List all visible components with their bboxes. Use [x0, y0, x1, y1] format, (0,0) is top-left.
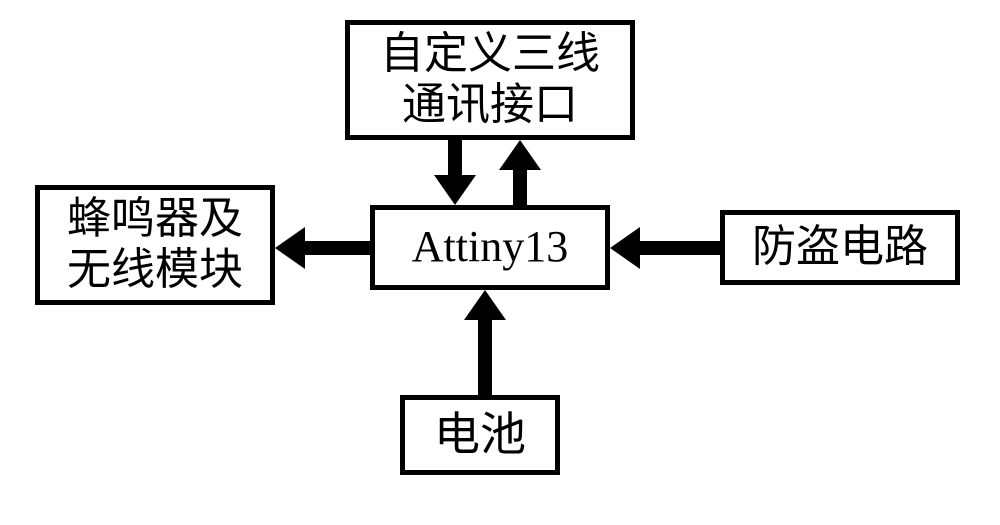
arrow-group [275, 140, 720, 395]
arrowhead-center-to-left [275, 227, 305, 269]
arrowhead-bottom-to-center [464, 290, 506, 320]
arrowhead-center-to-top [499, 140, 541, 170]
arrows-layer [0, 0, 1000, 525]
arrowhead-right-to-center [610, 227, 640, 269]
diagram-canvas: 自定义三线 通讯接口 蜂鸣器及 无线模块 Attiny13 防盗电路 电池 [0, 0, 1000, 525]
arrowhead-top-to-center [434, 175, 476, 205]
